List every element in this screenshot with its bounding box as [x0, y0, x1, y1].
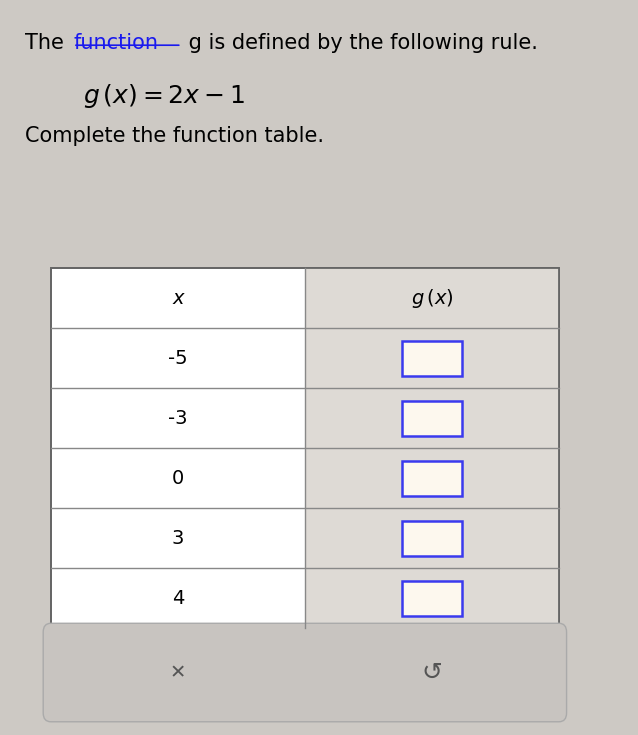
Text: x: x: [172, 289, 184, 308]
Text: The: The: [26, 33, 71, 53]
FancyBboxPatch shape: [402, 461, 462, 496]
Text: ↺: ↺: [422, 661, 442, 684]
Text: $g\,(x)$: $g\,(x)$: [411, 287, 453, 309]
Text: ✕: ✕: [170, 663, 186, 682]
Text: 3: 3: [172, 529, 184, 548]
Text: Complete the function table.: Complete the function table.: [26, 126, 324, 146]
Text: -5: -5: [168, 349, 188, 368]
Text: 4: 4: [172, 589, 184, 608]
FancyBboxPatch shape: [51, 268, 559, 628]
FancyBboxPatch shape: [402, 521, 462, 556]
Text: function: function: [73, 33, 158, 53]
FancyBboxPatch shape: [402, 581, 462, 616]
Text: g is defined by the following rule.: g is defined by the following rule.: [182, 33, 538, 53]
FancyBboxPatch shape: [402, 401, 462, 436]
FancyBboxPatch shape: [43, 623, 567, 722]
Text: $g\,(x)=2x-1$: $g\,(x)=2x-1$: [82, 82, 244, 110]
FancyBboxPatch shape: [402, 341, 462, 376]
Text: -3: -3: [168, 409, 188, 428]
Text: 0: 0: [172, 469, 184, 488]
FancyBboxPatch shape: [305, 268, 559, 628]
